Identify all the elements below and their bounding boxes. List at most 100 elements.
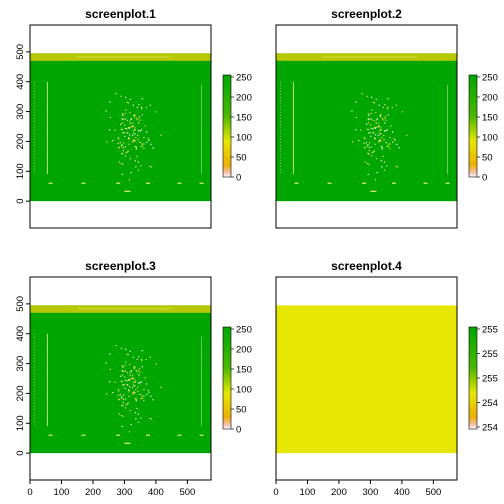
raster-dot bbox=[132, 392, 134, 394]
legend-tick-label: 0 bbox=[236, 173, 241, 184]
raster-dot bbox=[352, 141, 354, 143]
raster-dot bbox=[141, 108, 143, 110]
raster-dot bbox=[385, 119, 387, 121]
raster-dot bbox=[365, 142, 367, 144]
raster-dot bbox=[132, 377, 134, 379]
raster-dot bbox=[380, 129, 382, 131]
raster-tick-mark bbox=[48, 434, 53, 436]
raster-dot bbox=[129, 126, 131, 128]
raster-dot bbox=[135, 146, 137, 148]
raster-dot bbox=[394, 139, 396, 141]
raster-dot bbox=[122, 370, 124, 372]
raster-dot bbox=[124, 376, 126, 378]
legend-tick-label: 50 bbox=[236, 153, 247, 164]
raster-dot bbox=[122, 415, 124, 417]
raster-dot bbox=[127, 150, 129, 152]
raster-dot bbox=[128, 389, 130, 392]
raster-dot bbox=[141, 114, 144, 116]
raster-dot bbox=[382, 155, 384, 158]
x-axis-tick-label: 100 bbox=[54, 487, 70, 498]
raster-dot bbox=[124, 118, 126, 120]
raster-dot bbox=[105, 110, 107, 112]
raster-dot bbox=[393, 137, 395, 140]
raster-image bbox=[30, 53, 211, 202]
raster-dot bbox=[122, 384, 124, 386]
raster-dot bbox=[137, 413, 139, 415]
raster-dot bbox=[387, 98, 389, 100]
raster-dot bbox=[130, 171, 132, 174]
legend-tick-label: 250 bbox=[236, 73, 252, 84]
raster-tick-mark bbox=[327, 182, 332, 184]
raster-dot bbox=[377, 134, 380, 137]
raster-dot bbox=[126, 151, 129, 153]
raster-dot bbox=[121, 113, 123, 115]
raster-dot bbox=[367, 113, 369, 115]
raster-dot bbox=[121, 425, 123, 428]
raster-dot bbox=[127, 137, 130, 139]
raster-dot bbox=[122, 163, 124, 165]
raster-dot bbox=[364, 146, 366, 149]
raster-dot bbox=[364, 138, 366, 140]
raster-dot bbox=[367, 118, 369, 120]
raster-image bbox=[30, 305, 211, 454]
raster-tick-mark bbox=[116, 434, 121, 436]
raster-dot bbox=[380, 160, 382, 162]
raster-dot bbox=[124, 124, 126, 126]
raster-dot bbox=[143, 388, 145, 391]
raster-dot bbox=[392, 141, 394, 143]
raster-dot bbox=[127, 127, 130, 129]
raster-dot bbox=[127, 402, 129, 404]
raster-dot bbox=[125, 96, 127, 98]
raster-dot bbox=[123, 132, 125, 134]
raster-dot bbox=[120, 123, 122, 125]
raster-dot bbox=[134, 381, 136, 383]
raster-dot bbox=[124, 146, 127, 148]
raster-dot bbox=[146, 131, 148, 133]
raster-dot bbox=[383, 138, 385, 141]
raster-dot bbox=[137, 421, 140, 423]
raster-dot bbox=[123, 384, 125, 386]
raster-dot bbox=[370, 146, 373, 148]
raster-dot bbox=[120, 414, 123, 417]
raster-label-mark bbox=[124, 190, 131, 192]
raster-dot bbox=[136, 358, 138, 361]
raster-dot bbox=[133, 391, 135, 393]
raster-dot bbox=[118, 390, 120, 392]
raster-image bbox=[276, 305, 457, 454]
raster-dot bbox=[121, 365, 123, 367]
raster-dot bbox=[140, 358, 143, 360]
raster-dot bbox=[379, 129, 381, 131]
raster-dot bbox=[363, 136, 365, 139]
raster-dot bbox=[378, 141, 380, 143]
raster-dot bbox=[395, 104, 398, 106]
raster-dot bbox=[389, 147, 391, 150]
raster-dot bbox=[134, 392, 136, 394]
raster-dot bbox=[396, 143, 398, 145]
raster-dot bbox=[134, 140, 136, 142]
raster-dot bbox=[134, 114, 136, 117]
raster-dot bbox=[383, 161, 385, 163]
raster-dot bbox=[140, 397, 142, 400]
x-axis-tick-label: 500 bbox=[179, 487, 195, 498]
raster-dot bbox=[150, 418, 153, 420]
raster-dot bbox=[129, 372, 131, 374]
raster-dot bbox=[121, 404, 123, 406]
y-axis-tick-label: 400 bbox=[15, 326, 26, 342]
raster-dot bbox=[355, 101, 357, 103]
raster-dot bbox=[139, 371, 141, 373]
raster-dot bbox=[138, 104, 140, 106]
raster-label-mark bbox=[124, 442, 131, 444]
raster-dot bbox=[351, 110, 353, 112]
x-axis-tick-label: 0 bbox=[27, 487, 32, 498]
raster-dot bbox=[370, 135, 372, 138]
raster-dot bbox=[129, 122, 131, 124]
raster-dot bbox=[138, 115, 141, 117]
raster-dot bbox=[124, 398, 127, 400]
raster-dot bbox=[133, 129, 135, 131]
raster-dot bbox=[381, 117, 383, 119]
raster-dot bbox=[125, 404, 127, 406]
raster-dot bbox=[133, 381, 135, 383]
raster-dot bbox=[126, 403, 129, 405]
raster-dot bbox=[358, 140, 360, 142]
